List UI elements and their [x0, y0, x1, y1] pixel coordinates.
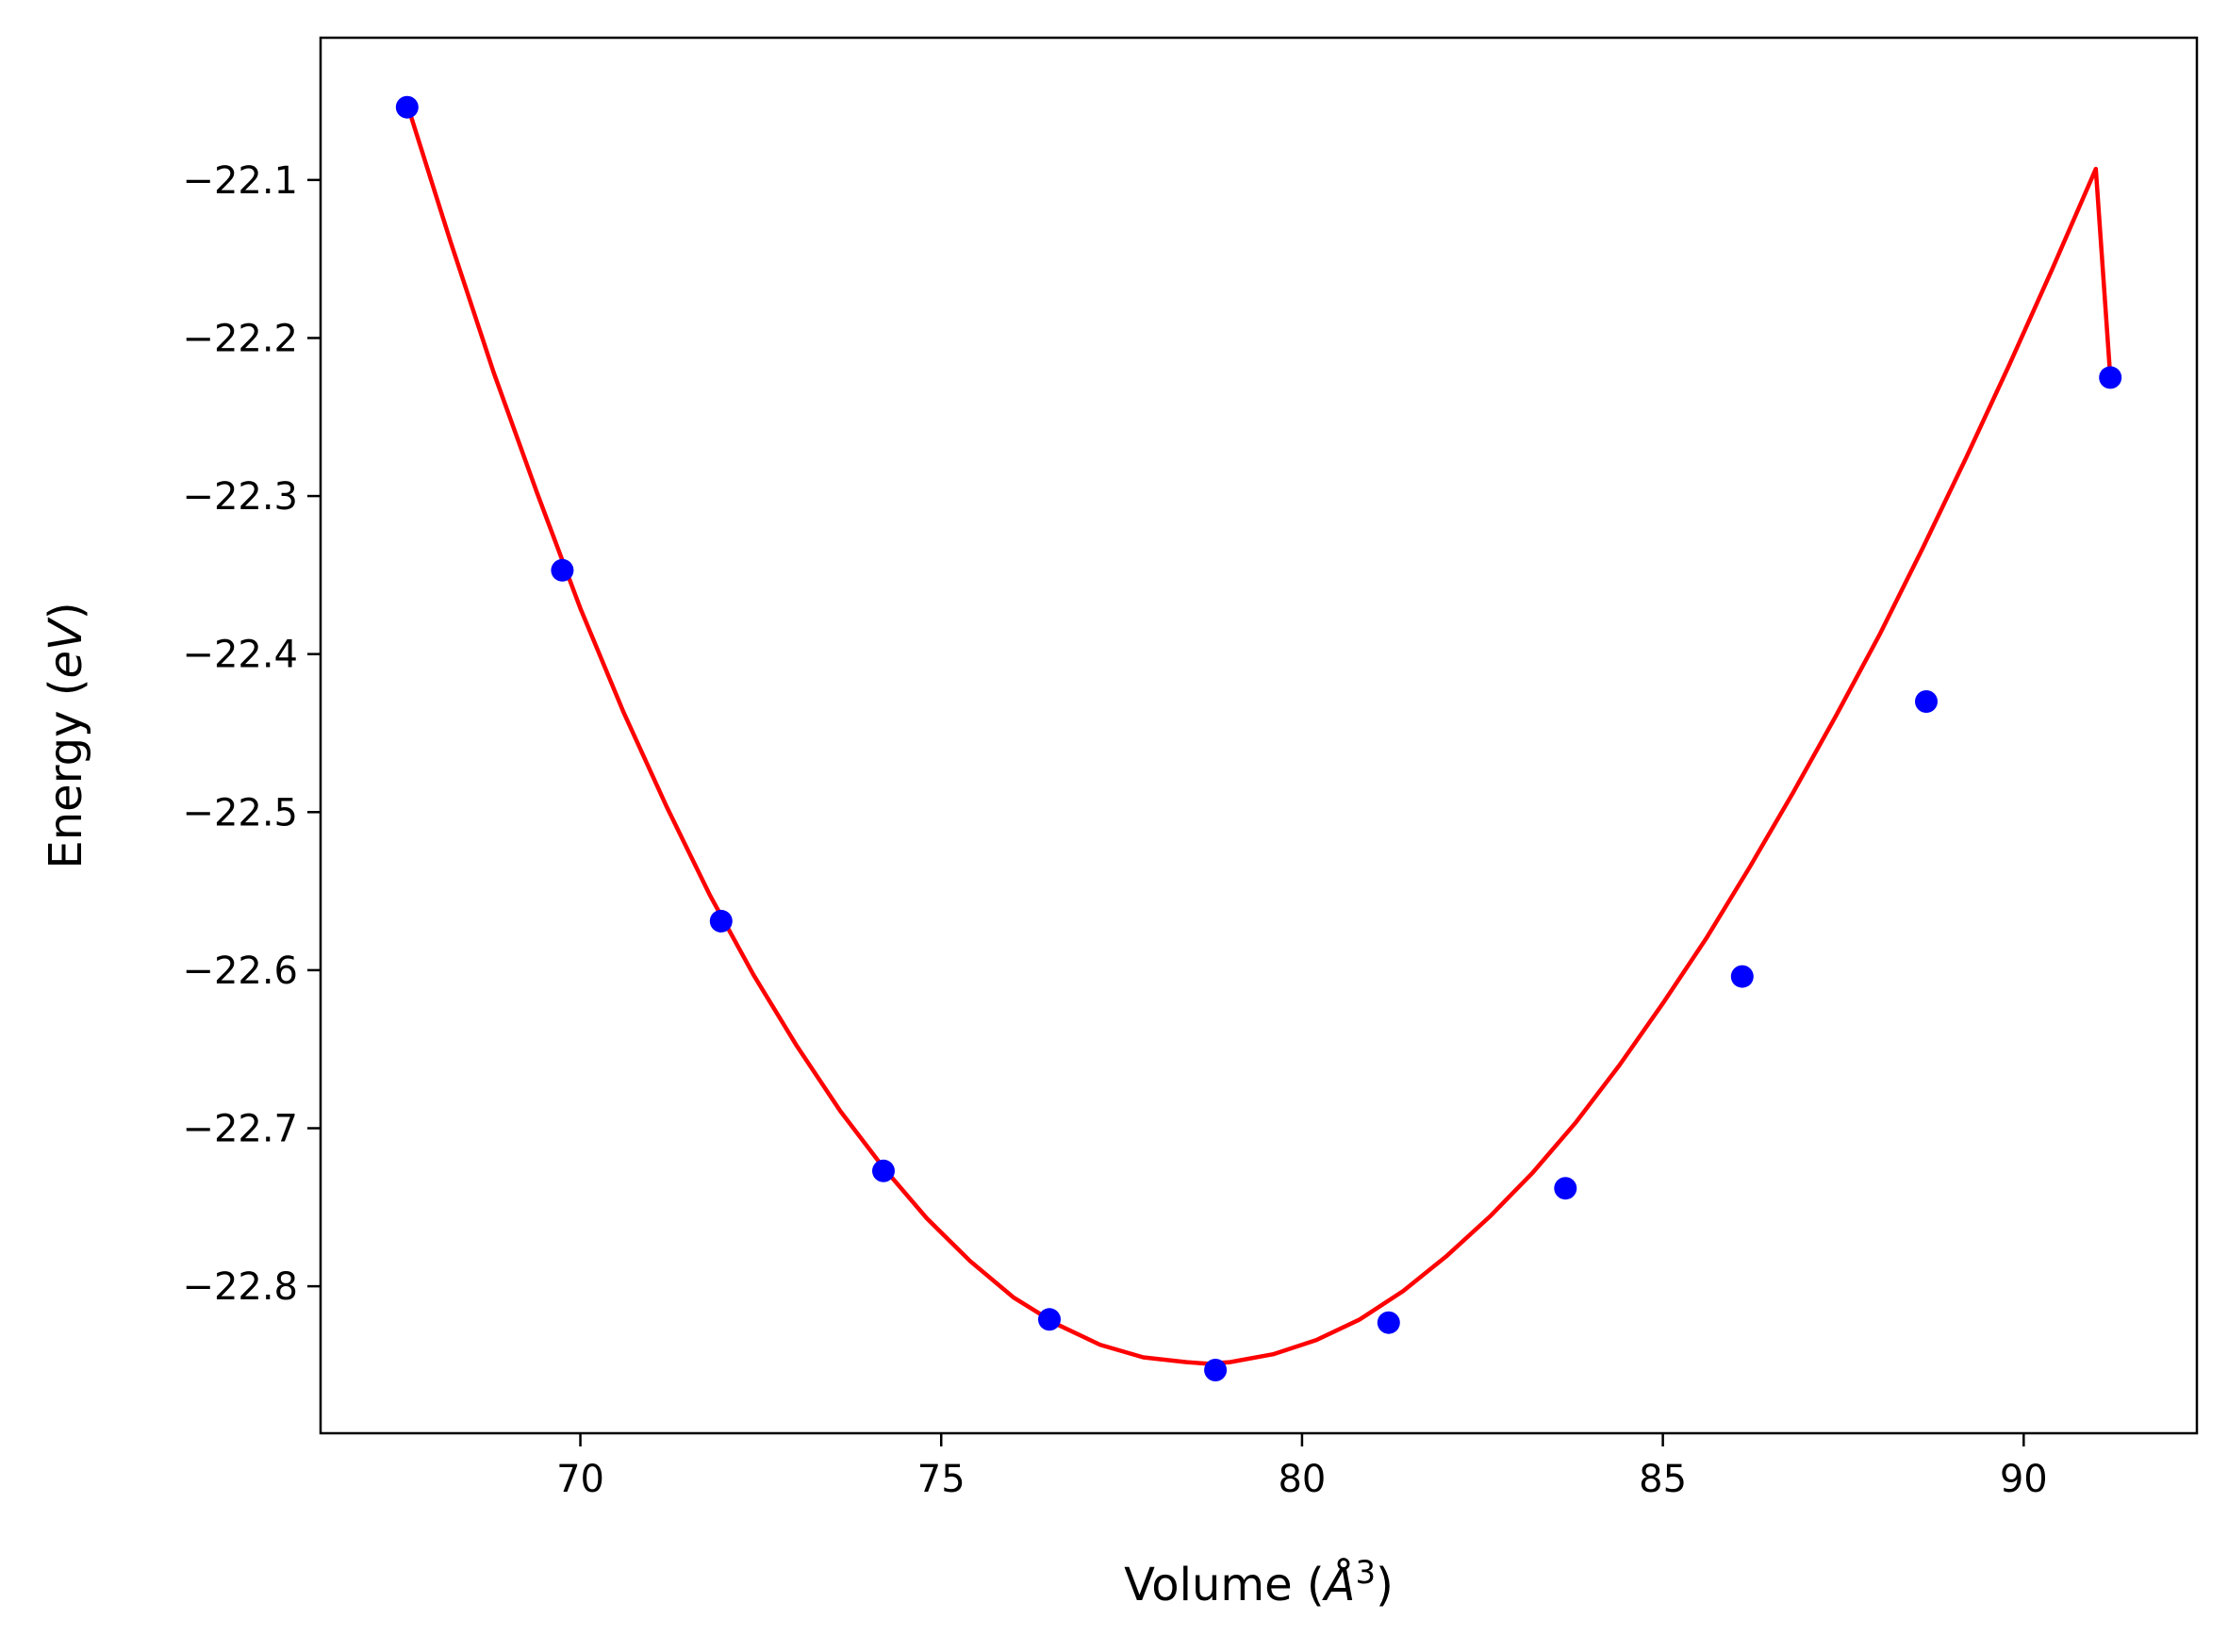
- data-point: [1204, 1359, 1228, 1381]
- x-axis-label: Volume (Å3): [1124, 1554, 1394, 1611]
- y-tick-label: −22.5: [182, 791, 298, 834]
- data-point: [395, 95, 419, 119]
- x-tick-label: 75: [917, 1458, 965, 1501]
- y-tick-label: −22.6: [182, 950, 298, 993]
- y-tick-label: −22.4: [182, 634, 298, 677]
- data-point: [872, 1159, 895, 1182]
- x-axis-ticks: 70 75 80 85 90: [556, 1433, 2048, 1501]
- fit-curve-line: [404, 103, 2113, 1366]
- x-tick-label: 70: [556, 1458, 604, 1501]
- y-tick-label: −22.2: [182, 317, 298, 360]
- data-point: [1554, 1177, 1577, 1200]
- x-tick-label: 90: [2000, 1458, 2048, 1501]
- y-tick-label: −22.1: [182, 159, 298, 203]
- data-point: [2099, 366, 2122, 389]
- y-axis-label-close: ): [40, 602, 92, 620]
- data-point: [1730, 965, 1754, 988]
- y-axis-label: Energy (eV): [40, 602, 92, 868]
- y-tick-label: −22.8: [182, 1265, 298, 1309]
- plot-area-frame: [319, 36, 2199, 1435]
- data-point: [551, 558, 574, 582]
- data-point: [1377, 1311, 1400, 1334]
- data-points-layer: [395, 95, 2122, 1381]
- y-tick-label: −22.7: [182, 1108, 298, 1151]
- x-axis-label-unit: Å: [1322, 1558, 1356, 1611]
- fit-curve-layer: [404, 103, 2113, 1366]
- y-axis-label-text: Energy (: [40, 679, 92, 869]
- x-axis-label-text: Volume (: [1124, 1559, 1325, 1611]
- y-axis-ticks: −22.1 −22.2 −22.3 −22.4 −22.5 −22.6 −22.7 −22.8: [182, 159, 321, 1309]
- x-tick-label: 85: [1639, 1458, 1687, 1501]
- data-point: [1038, 1308, 1061, 1331]
- y-tick-label: −22.3: [182, 475, 298, 519]
- x-axis-label-close: ): [1376, 1559, 1394, 1611]
- x-tick-label: 80: [1278, 1458, 1326, 1501]
- y-axis-label-unit: eV: [40, 617, 92, 679]
- data-point: [1915, 690, 1938, 713]
- data-point: [709, 909, 733, 933]
- x-axis-label-superscript: 3: [1355, 1554, 1376, 1592]
